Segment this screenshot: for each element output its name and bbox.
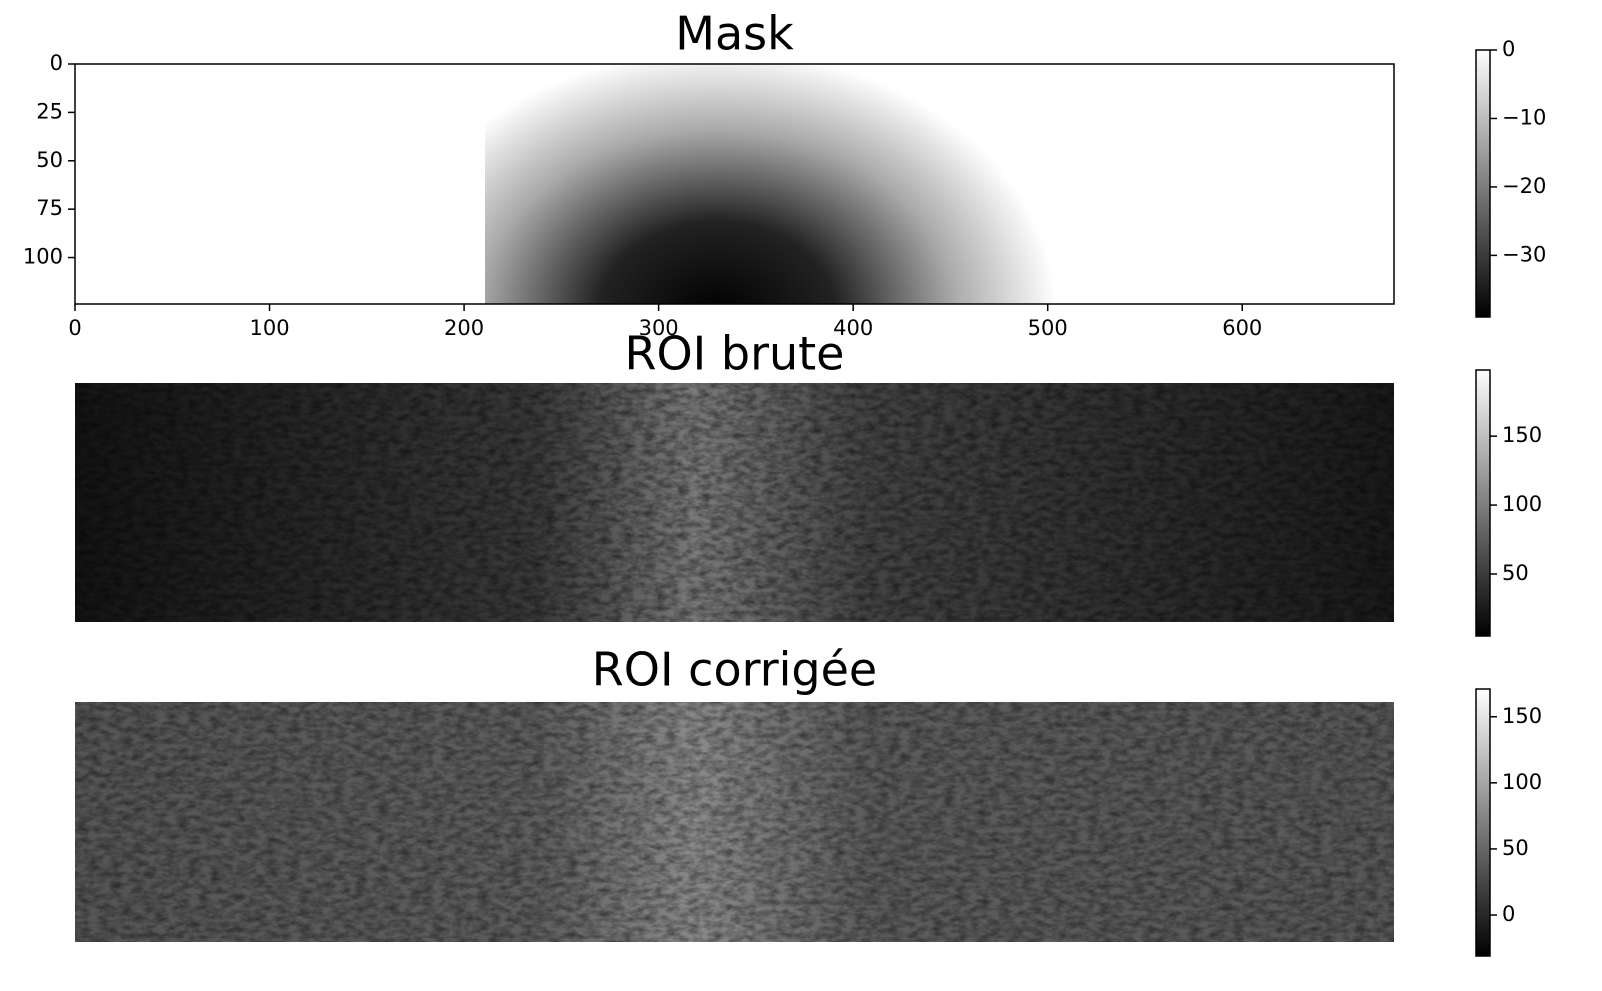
colorbar bbox=[1475, 49, 1491, 318]
colorbar-tick-label: 150 bbox=[1502, 704, 1542, 728]
x-tick-label: 300 bbox=[639, 316, 679, 340]
colorbar-tick-label: 0 bbox=[1502, 902, 1515, 926]
x-tick-label: 600 bbox=[1222, 316, 1262, 340]
axes-frame bbox=[74, 63, 1395, 305]
colorbar-tick-label: 0 bbox=[1502, 37, 1515, 61]
colorbar-tick-label: 100 bbox=[1502, 492, 1542, 516]
x-tick-label: 500 bbox=[1028, 316, 1068, 340]
panel-title: ROI brute bbox=[625, 327, 845, 381]
x-tick-label: 100 bbox=[249, 316, 289, 340]
roi-brute-image bbox=[75, 383, 1394, 622]
y-tick-label: 50 bbox=[36, 148, 63, 172]
panel-title: Mask bbox=[675, 7, 794, 61]
panel-title: ROI corrigée bbox=[592, 643, 877, 697]
colorbar-tick-label: 100 bbox=[1502, 770, 1542, 794]
roi-corrigee-image bbox=[75, 702, 1394, 942]
colorbar-tick-label: 150 bbox=[1502, 423, 1542, 447]
x-tick-label: 0 bbox=[68, 316, 81, 340]
y-tick-label: 25 bbox=[36, 99, 63, 123]
colorbar bbox=[1475, 369, 1491, 637]
x-tick-label: 200 bbox=[444, 316, 484, 340]
mask-image bbox=[75, 64, 1394, 304]
colorbar-tick-label: −10 bbox=[1502, 105, 1546, 129]
colorbar-tick-label: −20 bbox=[1502, 174, 1546, 198]
colorbar-tick-label: −30 bbox=[1502, 242, 1546, 266]
colorbar-tick-label: 50 bbox=[1502, 836, 1529, 860]
y-tick-label: 75 bbox=[36, 196, 63, 220]
y-tick-label: 100 bbox=[23, 245, 63, 269]
x-tick-label: 400 bbox=[833, 316, 873, 340]
colorbar-tick-label: 50 bbox=[1502, 561, 1529, 585]
y-tick-label: 0 bbox=[50, 51, 63, 75]
colorbar bbox=[1475, 688, 1491, 957]
